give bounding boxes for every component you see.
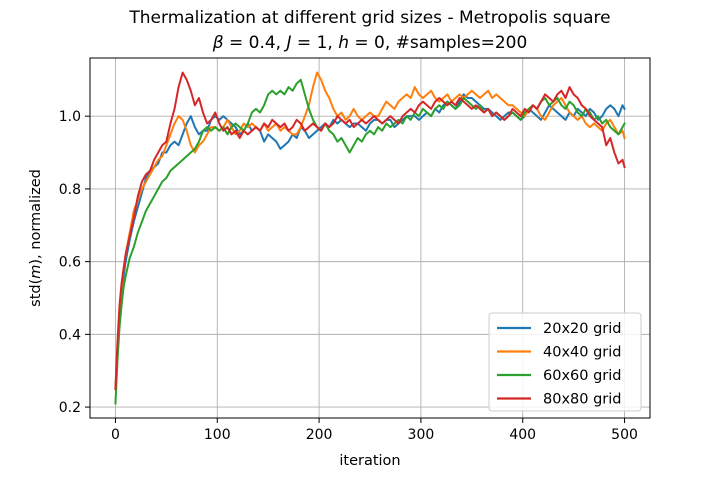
y-tick-label: 0.6 [59, 255, 81, 271]
x-tick-label: 0 [111, 427, 120, 443]
series-line-4 [114, 71, 626, 390]
x-tick-label: 100 [204, 427, 231, 443]
x-tick-label: 200 [306, 427, 333, 443]
y-axis-label-prefix: std( [28, 279, 44, 307]
axis-ticks: 0 100 200 300 400 500 0.2 0.4 0.6 0.8 1.0 [59, 109, 638, 443]
subtitle-beta-symbol: β [212, 33, 224, 53]
series-line-1 [114, 93, 626, 390]
subtitle-j-symbol: J [284, 33, 292, 53]
legend-label-4: 80x80 grid [543, 392, 622, 408]
y-tick-label: 0.2 [59, 400, 81, 416]
y-axis-label: std(m), normalized [28, 169, 44, 307]
legend-box [488, 312, 642, 412]
y-tick-label: 0.4 [59, 327, 81, 343]
y-axis-label-variable: m [28, 265, 44, 279]
legend-label-1: 20x20 grid [543, 321, 622, 337]
x-tick-label: 400 [509, 427, 536, 443]
subtitle-beta-value: = 0.4, [224, 33, 287, 53]
y-tick-label: 0.8 [59, 182, 81, 198]
data-series [114, 71, 626, 405]
y-tick-label: 1.0 [59, 109, 81, 125]
legend-label-3: 60x60 grid [543, 368, 622, 384]
plot-frame [89, 57, 651, 419]
subtitle-j-value: = 1, [292, 33, 339, 53]
subtitle-h-symbol: h [338, 33, 349, 53]
legend-items: 20x20 grid 40x40 grid 60x60 grid 80x80 grid [497, 321, 622, 408]
subtitle-h-value: = 0, #samples=200 [349, 33, 527, 53]
chart-subtitle: β = 0.4, J = 1, h = 0, #samples=200 [212, 33, 528, 53]
x-tick-label: 300 [408, 427, 435, 443]
x-tick-label: 500 [611, 427, 638, 443]
chart-title: Thermalization at different grid sizes -… [128, 8, 610, 28]
y-axis-label-suffix: ), normalized [28, 169, 44, 264]
series-line-2 [114, 71, 626, 390]
legend: 20x20 grid 40x40 grid 60x60 grid 80x80 grid [488, 312, 642, 412]
legend-label-2: 40x40 grid [543, 345, 622, 361]
x-axis-label: iteration [339, 453, 400, 469]
